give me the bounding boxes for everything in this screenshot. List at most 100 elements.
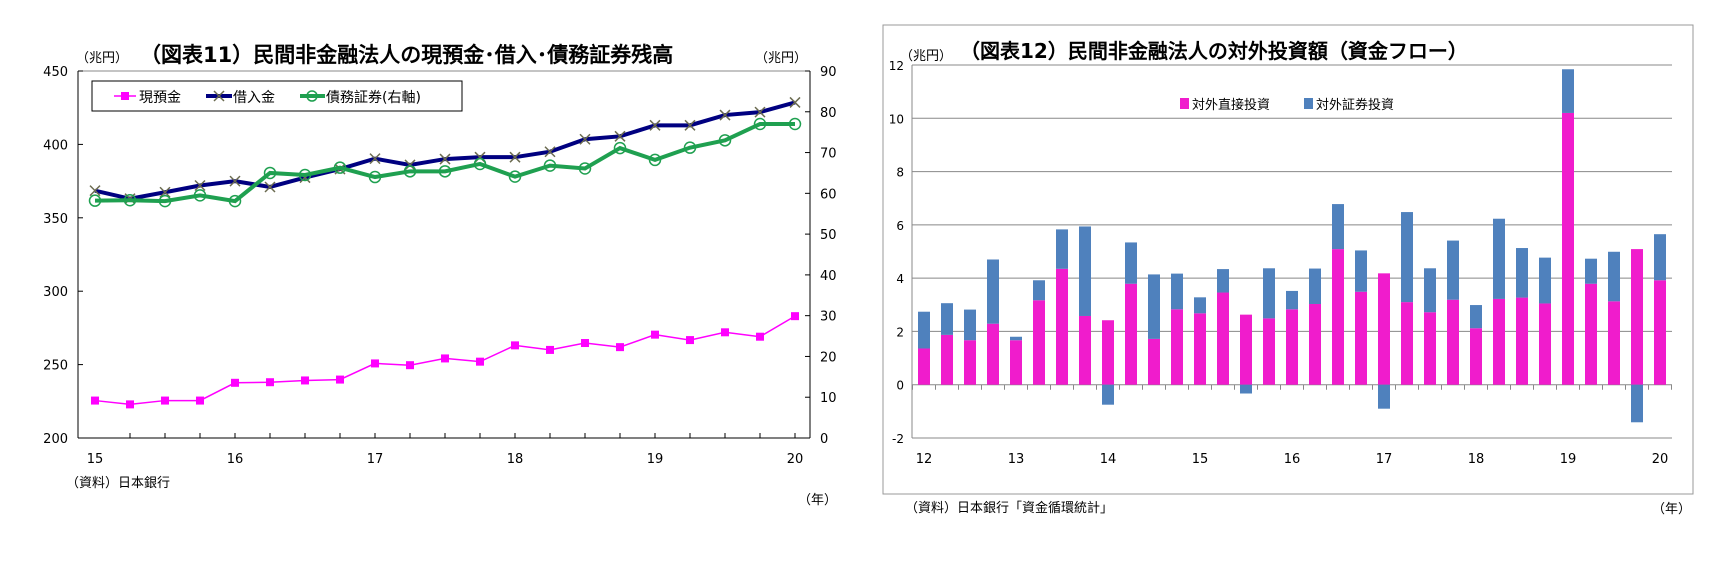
data-point-circle [788, 117, 802, 131]
y-right-tick-label: 70 [820, 147, 837, 162]
data-point-square [406, 361, 414, 370]
bar-portfolio-investment [1171, 273, 1183, 310]
legend-label: 現預金 [139, 90, 181, 106]
legend: 現預金 借入金 債務証券(右軸) [91, 80, 463, 112]
data-point-x [649, 119, 661, 131]
bar-portfolio-investment [987, 259, 999, 324]
data-point-circle [88, 194, 102, 207]
y-right-tick-label: 50 [820, 228, 837, 243]
data-point-circle [718, 134, 732, 147]
y-tick-label: 12 [889, 59, 904, 73]
x-tick-label: 17 [1376, 452, 1393, 467]
x-tick-label: 12 [916, 452, 933, 467]
bar-direct-investment [1332, 249, 1344, 385]
legend-label: 借入金 [233, 90, 275, 106]
y-right-tick-label: 30 [820, 310, 837, 325]
x-tick-label: 16 [227, 452, 244, 467]
bar-portfolio-investment [941, 303, 953, 335]
x-tick-label: 15 [87, 452, 104, 467]
series-line-2 [94, 100, 796, 201]
x-tick-label: 18 [1468, 452, 1485, 467]
x-tick-label: 19 [1560, 452, 1577, 467]
data-point-x [404, 159, 416, 171]
x-tick-label: 15 [1192, 452, 1209, 467]
data-point-square [756, 332, 764, 341]
y-right-tick-label: 20 [820, 350, 837, 365]
data-point-square [476, 357, 484, 366]
data-point-square [336, 375, 344, 384]
y-right-tick-label: 90 [820, 65, 837, 80]
y-tick-label: 8 [896, 166, 904, 180]
bar-portfolio-investment [1263, 268, 1275, 319]
bar-direct-investment [1240, 314, 1252, 385]
data-point-x [509, 151, 521, 163]
chart-12: （図表12）民間非金融法人の対外投資額（資金フロー） （兆円） （年） （資料）… [882, 24, 1694, 517]
bar-direct-investment [1217, 292, 1229, 385]
data-point-x [544, 146, 556, 158]
legend-swatch [1304, 98, 1313, 109]
left-axis-unit: （兆円） [76, 51, 128, 66]
bar-direct-investment [1401, 302, 1413, 385]
bar-direct-investment [1447, 299, 1459, 385]
data-point-x [439, 153, 451, 165]
source-note: （資料）日本銀行「資金循環統計」 [905, 500, 1113, 516]
data-point-circle [263, 166, 277, 180]
data-point-x [89, 185, 101, 197]
bar-direct-investment [1079, 315, 1091, 385]
legend: 対外直接投資 対外証券投資 [1180, 97, 1394, 113]
y-tick-label: 4 [896, 272, 904, 286]
legend-label: 対外証券投資 [1316, 97, 1394, 113]
data-point-circle [228, 194, 242, 208]
bar-portfolio-investment [1102, 384, 1114, 405]
data-point-square [686, 336, 694, 345]
y-axis-unit: （兆円） [900, 49, 952, 64]
data-point-square [266, 378, 274, 387]
data-point-square [371, 359, 379, 368]
legend-swatch [1180, 98, 1189, 109]
x-tick-label: 20 [787, 452, 804, 467]
y-tick-label: 450 [43, 65, 68, 80]
bar-direct-investment [1493, 298, 1505, 385]
bar-portfolio-investment [1355, 250, 1367, 292]
bar-portfolio-investment [964, 309, 976, 341]
series-line-3 [94, 122, 795, 204]
bar-portfolio-investment [1654, 234, 1666, 281]
x-tick-label: 19 [647, 452, 664, 467]
bar-direct-investment [1585, 283, 1597, 385]
bar-direct-investment [1654, 280, 1666, 385]
bar-direct-investment [1539, 303, 1551, 385]
bar-portfolio-investment [1401, 212, 1413, 303]
data-point-square [791, 312, 799, 321]
data-point-circle [158, 194, 172, 208]
bar-direct-investment [1102, 320, 1114, 385]
legend-label: 債務証券(右軸) [326, 90, 421, 106]
bar-portfolio-investment [1240, 384, 1252, 394]
data-point-circle [578, 162, 592, 175]
data-point-x [159, 186, 171, 198]
data-point-square [651, 330, 659, 339]
data-point-square [126, 400, 134, 409]
bar-portfolio-investment [1516, 248, 1528, 298]
y-tick-label: 250 [43, 359, 68, 374]
data-point-circle [123, 194, 137, 207]
data-point-x [614, 130, 626, 142]
x-tick-label: 16 [1284, 452, 1301, 467]
data-point-square [581, 339, 589, 348]
bar-direct-investment [1608, 301, 1620, 385]
data-point-circle [473, 157, 487, 171]
data-point-circle [298, 168, 312, 182]
bar-direct-investment [1631, 249, 1643, 385]
data-point-square [546, 345, 554, 354]
legend-marker-square [121, 92, 129, 100]
data-point-square [721, 328, 729, 337]
chart-11: （図表11）民間非金融法人の現預金･借入･債務証券残高 （兆円） （兆円） （年… [43, 43, 837, 508]
bar-portfolio-investment [1194, 297, 1206, 314]
data-point-circle [753, 117, 767, 131]
y-tick-label: 200 [43, 432, 68, 447]
data-point-x [229, 175, 241, 187]
bar-portfolio-investment [1378, 384, 1390, 409]
data-point-square [616, 343, 624, 352]
bar-direct-investment [1286, 309, 1298, 385]
bar-direct-investment [1148, 338, 1160, 385]
